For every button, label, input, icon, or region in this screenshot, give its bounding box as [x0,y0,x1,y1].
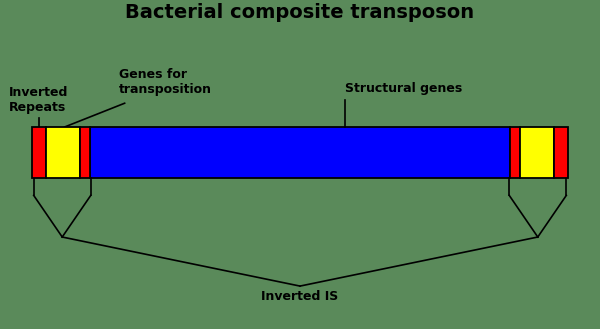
Text: Genes for
transposition: Genes for transposition [119,68,212,96]
Bar [554,127,568,178]
Bar [511,127,520,178]
Bar [89,127,511,178]
Bar [32,127,46,178]
Text: Inverted
Repeats: Inverted Repeats [9,86,68,114]
Bar [80,127,89,178]
Bar [46,127,80,178]
Title: Bacterial composite transposon: Bacterial composite transposon [125,3,475,22]
Text: Structural genes: Structural genes [344,82,462,95]
Bar [520,127,554,178]
Text: Inverted IS: Inverted IS [262,290,338,303]
